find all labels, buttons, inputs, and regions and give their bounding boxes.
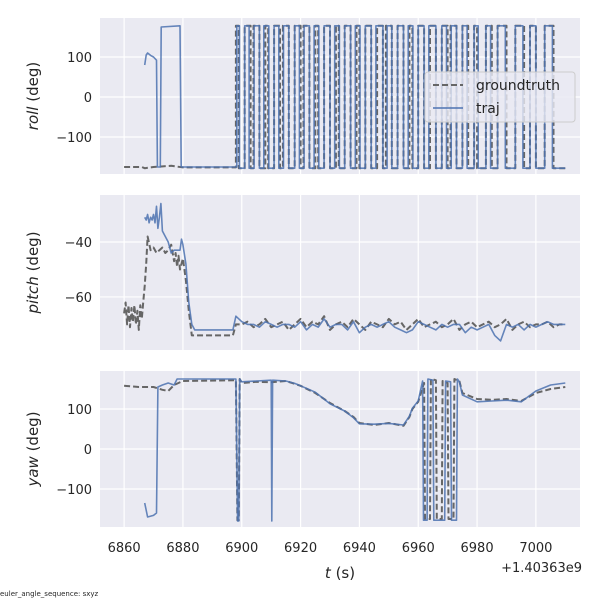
y-label-unit: (deg) bbox=[24, 411, 42, 456]
roll-y-tick-label: 0 bbox=[84, 91, 92, 106]
yaw-y-tick-label: 100 bbox=[67, 403, 92, 418]
x-tick-label: 6900 bbox=[225, 541, 258, 556]
yaw-traj-line bbox=[143, 378, 566, 522]
x-tick-label: 6920 bbox=[284, 541, 317, 556]
y-label-var: roll bbox=[24, 106, 42, 131]
x-offset-label: +1.40363e9 bbox=[501, 561, 582, 576]
pitch-y-axis-label: pitch (deg) bbox=[24, 231, 42, 314]
pitch-y-tick-label: −40 bbox=[65, 236, 92, 251]
pitch-panel: −40 −60 pitch (deg) bbox=[24, 195, 580, 350]
yaw-y-tick-label: 0 bbox=[84, 443, 92, 458]
y-label-unit: (deg) bbox=[24, 62, 42, 107]
x-tick-label: 6880 bbox=[166, 541, 199, 556]
euler-sequence-note: euler_angle_sequence: sxyz bbox=[0, 590, 99, 598]
pitch-y-tick-label: −60 bbox=[65, 291, 92, 306]
legend-groundtruth-label: groundtruth bbox=[476, 78, 560, 94]
x-tick-label: 6960 bbox=[402, 541, 435, 556]
pitch-plot-area bbox=[100, 195, 580, 350]
legend-traj-label: traj bbox=[476, 101, 500, 117]
x-tick-label: 7000 bbox=[519, 541, 552, 556]
legend: groundtruth traj bbox=[424, 71, 576, 123]
x-axis-label: t (s) bbox=[325, 564, 355, 582]
yaw-panel: 100 0 −100 yaw (deg) 6860 6880 6900 6920 6940 696… bbox=[24, 371, 580, 556]
x-tick-label: 6940 bbox=[343, 541, 376, 556]
pitch-groundtruth-line bbox=[123, 235, 566, 337]
y-label-var: pitch bbox=[24, 276, 42, 314]
roll-y-tick-label: −100 bbox=[56, 131, 92, 146]
roll-y-axis-label: roll (deg) bbox=[24, 62, 42, 130]
y-label-var: yaw bbox=[24, 455, 42, 487]
yaw-y-tick-label: −100 bbox=[56, 483, 92, 498]
x-tick-label: 6980 bbox=[461, 541, 494, 556]
roll-y-tick-label: 100 bbox=[67, 51, 92, 66]
x-tick-label: 6860 bbox=[108, 541, 141, 556]
yaw-y-axis-label: yaw (deg) bbox=[24, 411, 42, 487]
y-label-unit: (deg) bbox=[24, 231, 42, 276]
pitch-traj-line bbox=[144, 202, 566, 342]
